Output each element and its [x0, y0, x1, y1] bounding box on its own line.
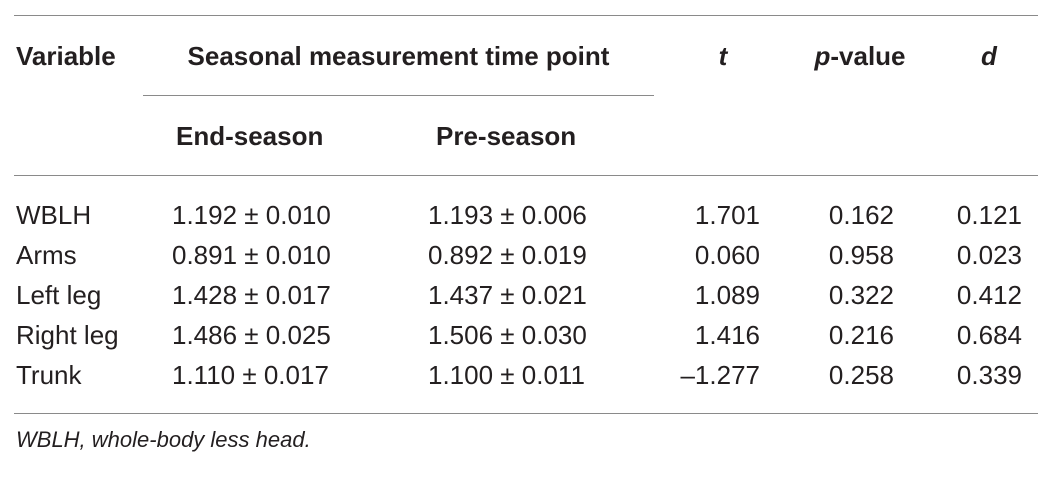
cell-p-value: 0.322	[828, 280, 894, 310]
header-variable: Variable	[16, 41, 116, 71]
cell-variable: Right leg	[16, 320, 119, 350]
cell-p-value: 0.216	[828, 320, 894, 350]
header-seasonal-group: Seasonal measurement time point	[187, 41, 610, 71]
cell-d: 0.684	[956, 320, 1022, 350]
cell-d: 0.023	[956, 240, 1022, 270]
cell-p-value: 0.258	[828, 360, 894, 390]
table-footnote: WBLH, whole-body less head.	[16, 427, 311, 452]
cell-pre-season: 1.193 ± 0.006	[428, 200, 587, 230]
cell-t: 1.416	[694, 320, 760, 350]
cell-end-season: 1.192 ± 0.010	[172, 200, 331, 230]
group-header-rule	[143, 95, 654, 96]
header-d: d	[981, 41, 997, 71]
table-top-rule	[14, 15, 1038, 16]
cell-pre-season: 1.506 ± 0.030	[428, 320, 587, 350]
cell-pre-season: 1.437 ± 0.021	[428, 280, 587, 310]
cell-end-season: 1.110 ± 0.017	[172, 360, 329, 390]
header-t: t	[718, 41, 728, 71]
cell-t: 1.089	[694, 280, 760, 310]
header-p-italic: p	[814, 41, 831, 71]
cell-p-value: 0.162	[828, 200, 894, 230]
cell-d: 0.121	[956, 200, 1022, 230]
cell-p-value: 0.958	[828, 240, 894, 270]
cell-variable: Trunk	[16, 360, 82, 390]
cell-variable: Left leg	[16, 280, 102, 310]
cell-end-season: 1.428 ± 0.017	[172, 280, 331, 310]
cell-end-season: 1.486 ± 0.025	[172, 320, 331, 350]
header-p-rest: -value	[830, 41, 906, 71]
header-pre-season: Pre-season	[436, 121, 577, 151]
cell-d: 0.339	[956, 360, 1022, 390]
cell-t: 0.060	[694, 240, 760, 270]
cell-end-season: 0.891 ± 0.010	[172, 240, 331, 270]
header-p-value: p-value	[790, 41, 930, 71]
cell-variable: Arms	[16, 240, 77, 270]
cell-d: 0.412	[956, 280, 1022, 310]
header-bottom-rule	[14, 175, 1038, 176]
cell-pre-season: 1.100 ± 0.011	[428, 360, 585, 390]
cell-t: –1.277	[680, 360, 760, 390]
table-bottom-rule	[14, 413, 1038, 414]
cell-variable: WBLH	[16, 200, 92, 230]
cell-t: 1.701	[694, 200, 760, 230]
cell-pre-season: 0.892 ± 0.019	[428, 240, 587, 270]
header-end-season: End-season	[176, 121, 324, 151]
